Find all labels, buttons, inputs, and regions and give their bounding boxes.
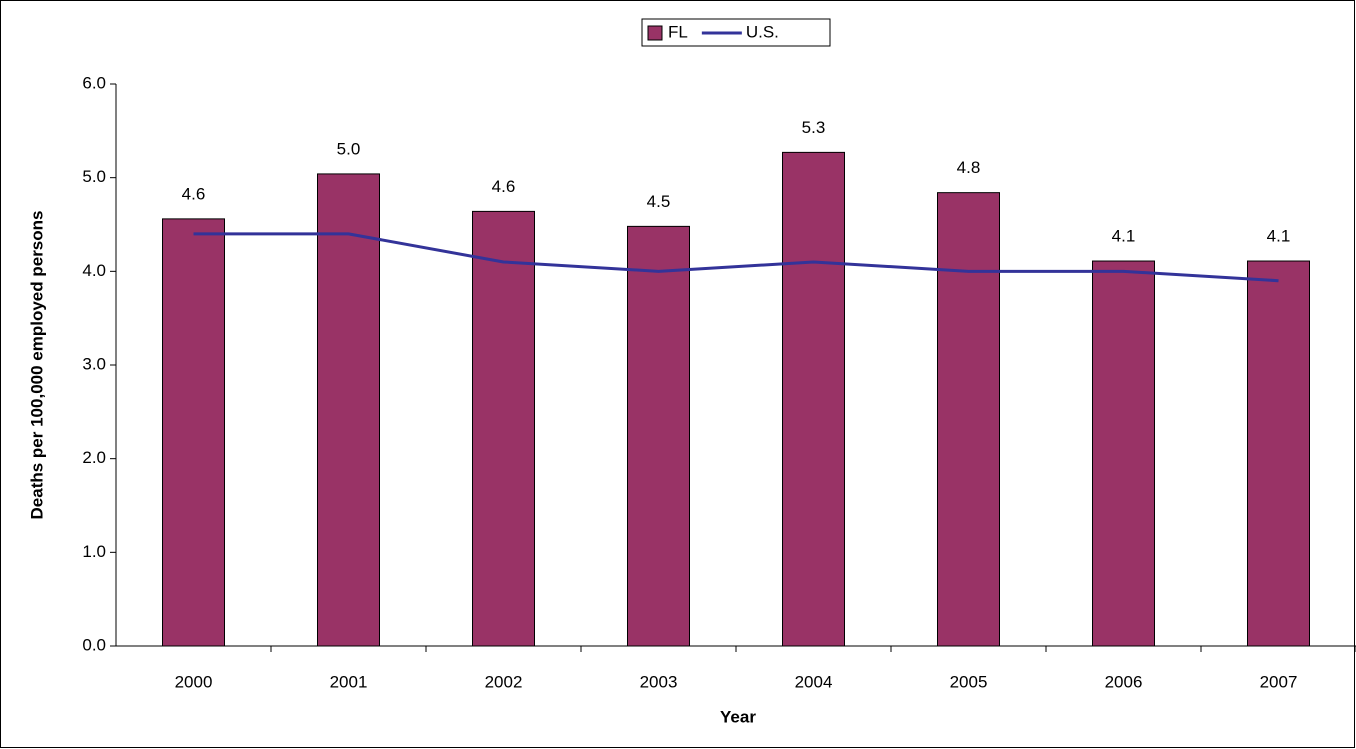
bar [472,210,535,647]
x-tick-label: 2001 [330,672,368,691]
data-label: 5.0 [337,139,361,158]
y-tick-label: 0.0 [82,635,106,654]
y-tick-label: 5.0 [82,167,106,186]
x-tick-label: 2004 [795,672,833,691]
data-label: 4.6 [182,184,206,203]
legend-label: U.S. [746,22,779,41]
bar [627,225,690,647]
x-tick-label: 2007 [1260,672,1298,691]
x-tick-label: 2000 [175,672,213,691]
bar [937,192,1000,647]
data-label: 4.1 [1112,227,1136,246]
bar [317,173,380,647]
bar [1092,260,1155,647]
y-tick-label: 6.0 [82,73,106,92]
data-label: 4.8 [957,158,981,177]
x-tick-label: 2002 [485,672,523,691]
bar [162,218,225,647]
y-tick-label: 1.0 [82,542,106,561]
bar [1247,260,1310,647]
data-label: 4.1 [1267,227,1291,246]
x-tick-label: 2005 [950,672,988,691]
y-tick-label: 2.0 [82,448,106,467]
x-axis-title: Year [720,707,756,726]
x-tick-label: 2003 [640,672,678,691]
legend-swatch [647,25,663,41]
y-tick-label: 4.0 [82,261,106,280]
legend-label: FL [668,22,688,41]
data-label: 4.5 [647,192,671,211]
y-axis-title: Deaths per 100,000 employed persons [27,211,46,520]
bar [782,151,845,647]
data-label: 5.3 [802,118,826,137]
y-tick-label: 3.0 [82,354,106,373]
x-tick-label: 2006 [1105,672,1143,691]
line [193,232,1279,283]
data-label: 4.6 [492,177,516,196]
